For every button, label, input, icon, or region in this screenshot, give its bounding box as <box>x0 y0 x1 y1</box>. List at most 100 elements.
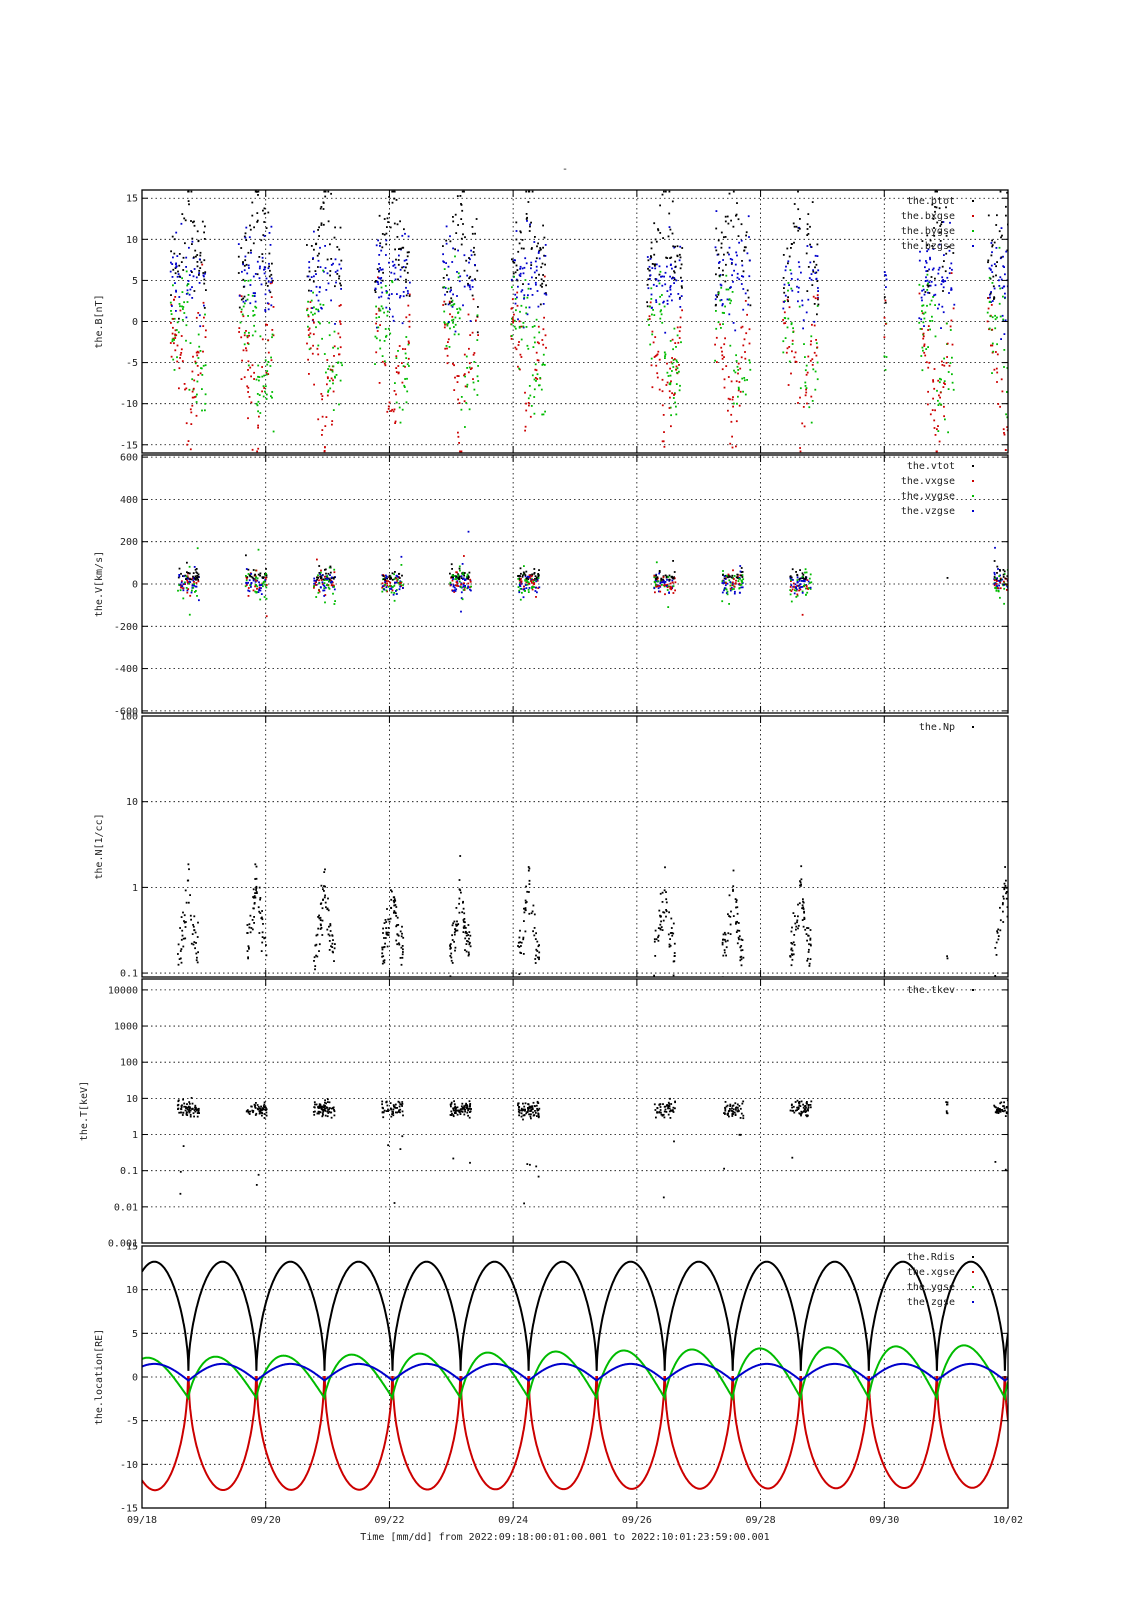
data-point <box>314 584 317 586</box>
data-point <box>1001 234 1003 237</box>
data-point <box>799 396 801 399</box>
data-point <box>809 588 812 590</box>
data-point <box>924 354 927 357</box>
data-point <box>941 305 944 308</box>
data-point <box>794 583 797 586</box>
data-point <box>262 1108 265 1111</box>
data-point <box>396 1111 398 1114</box>
data-point <box>918 321 921 324</box>
data-point <box>535 257 538 260</box>
data-point <box>790 930 793 933</box>
data-point <box>319 322 321 325</box>
data-point <box>533 388 536 391</box>
data-point <box>205 329 207 332</box>
data-point <box>187 901 190 904</box>
data-point <box>395 574 398 577</box>
data-point <box>249 284 252 286</box>
data-point <box>254 584 257 586</box>
data-point <box>247 957 249 960</box>
data-point <box>323 896 326 899</box>
data-point <box>735 354 737 357</box>
data-point <box>663 1105 666 1108</box>
data-point <box>817 287 819 289</box>
data-point <box>1006 906 1008 908</box>
data-point <box>998 1108 1000 1111</box>
data-point <box>661 390 664 393</box>
data-point <box>996 353 999 356</box>
data-point <box>459 575 461 578</box>
data-point <box>203 278 206 281</box>
y-tick-label: 10 <box>126 1094 138 1105</box>
data-point <box>186 575 189 578</box>
data-point <box>949 267 951 270</box>
data-point <box>998 230 1001 233</box>
data-point <box>522 283 524 285</box>
data-point <box>784 294 787 297</box>
data-point <box>534 368 537 371</box>
data-point <box>457 333 460 336</box>
data-point <box>723 312 725 314</box>
data-point <box>470 254 473 257</box>
data-point <box>191 370 194 373</box>
data-point <box>674 265 677 268</box>
data-point <box>452 293 454 296</box>
data-point <box>319 928 322 930</box>
data-point <box>739 367 742 370</box>
data-point <box>469 288 472 291</box>
data-point <box>950 287 953 290</box>
data-point <box>375 305 377 308</box>
data-point <box>715 210 718 212</box>
data-point <box>659 914 661 917</box>
data-point <box>533 913 536 916</box>
data-point <box>537 577 540 579</box>
data-point <box>650 357 653 360</box>
data-point <box>397 578 399 581</box>
data-point <box>740 945 743 947</box>
data-point <box>180 1108 182 1110</box>
data-point <box>736 276 739 279</box>
data-point <box>740 326 743 329</box>
figure-title: - <box>562 164 568 175</box>
data-point <box>394 571 396 573</box>
data-point <box>741 586 744 589</box>
data-point <box>1002 428 1005 431</box>
data-point <box>196 1109 198 1112</box>
data-point <box>187 572 190 574</box>
data-point <box>647 278 650 281</box>
data-point <box>186 301 189 303</box>
data-point <box>387 934 390 936</box>
data-point <box>798 305 801 308</box>
data-point <box>528 883 531 885</box>
data-point <box>797 927 799 930</box>
data-point <box>729 442 732 445</box>
data-point <box>392 899 395 902</box>
data-point <box>929 320 931 322</box>
data-point <box>721 580 724 583</box>
data-point <box>653 980 655 982</box>
data-point <box>325 289 328 291</box>
data-point <box>519 951 522 954</box>
data-point <box>183 312 186 314</box>
data-point <box>990 254 993 257</box>
data-point <box>1003 584 1006 586</box>
data-point <box>179 305 181 308</box>
series-line-the-ygse <box>142 1344 1008 1402</box>
y-tick-label: 0.001 <box>108 1239 138 1250</box>
data-point <box>447 287 450 290</box>
data-point <box>456 271 458 273</box>
data-point <box>1003 266 1005 268</box>
data-point <box>673 394 675 396</box>
data-point <box>721 591 724 594</box>
data-point <box>672 1106 675 1109</box>
data-point <box>535 283 537 286</box>
data-point <box>653 587 656 590</box>
data-point <box>802 580 805 583</box>
data-point <box>193 929 196 931</box>
data-point <box>799 880 801 882</box>
data-point <box>265 277 268 280</box>
data-point <box>245 568 248 570</box>
data-point <box>805 585 808 587</box>
data-point <box>180 572 182 575</box>
data-point <box>463 925 466 928</box>
data-point <box>787 282 790 284</box>
